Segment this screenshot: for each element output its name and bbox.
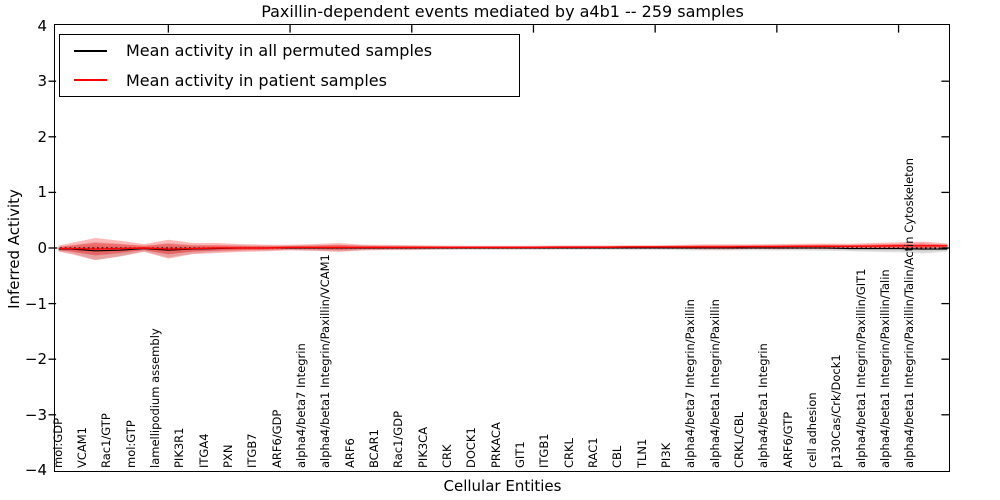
y-tick-label: −3	[24, 405, 47, 424]
x-tick-label: ARF6/GTP	[780, 411, 795, 468]
legend: Mean activity in all permuted samples Me…	[59, 34, 520, 97]
x-tick-label: mol:GTP	[123, 420, 138, 468]
x-axis-label: Cellular Entities	[443, 477, 562, 495]
x-tick-label: PRKACA	[488, 422, 503, 468]
legend-label-patient: Mean activity in patient samples	[126, 70, 387, 90]
x-tick-label: BCAR1	[366, 429, 381, 468]
x-tick-label: mol:GDP	[50, 417, 65, 468]
x-tick-label: RAC1	[585, 437, 600, 468]
x-tick-label: TLN1	[634, 438, 649, 468]
x-tick-label: ITGB7	[245, 433, 260, 468]
permuted-line-swatch	[74, 49, 107, 52]
y-tick-label: −2	[24, 350, 47, 369]
x-tick-label: CBL	[610, 445, 625, 468]
x-tick-label: ARF6	[342, 438, 357, 468]
x-tick-label: ITGB1	[537, 433, 552, 468]
x-tick-label: ARF6/GDP	[269, 409, 284, 468]
x-tick-label: CRKL/CBL	[732, 411, 747, 468]
y-tick-label: 1	[37, 183, 47, 202]
x-tick-label: CRK	[439, 444, 454, 468]
y-tick-label: 2	[37, 127, 47, 146]
chart-title: Paxillin-dependent events mediated by a4…	[261, 2, 744, 21]
x-tick-label: PXN	[220, 444, 235, 468]
x-tick-label: PIK3R1	[172, 427, 187, 469]
x-tick-label: Rac1/GDP	[391, 410, 406, 468]
y-tick-label: 4	[37, 16, 47, 35]
x-tick-label: lamellipodium assembly	[147, 328, 162, 468]
x-tick-label: PIK3CA	[415, 426, 430, 468]
x-tick-label: cell adhesion	[805, 392, 820, 468]
y-tick-label: −4	[24, 461, 47, 480]
legend-item-patient: Mean activity in patient samples	[60, 66, 519, 94]
x-tick-label: alpha4/beta7 Integrin/Paxillin	[683, 299, 698, 468]
x-tick-label: CRKL	[561, 438, 576, 468]
x-tick-label: alpha4/beta1 Integrin	[756, 343, 771, 468]
x-tick-label: alpha4/beta1 Integrin/Paxillin/VCAM1	[318, 254, 333, 468]
y-tick-label: −1	[24, 294, 47, 313]
x-tick-label: alpha4/beta1 Integrin/Paxillin	[707, 299, 722, 468]
patient-line-swatch	[74, 79, 107, 82]
x-tick-label: GIT1	[512, 441, 527, 468]
x-tick-label: DOCK1	[464, 427, 479, 468]
x-tick-label: alpha4/beta1 Integrin/Paxillin/Talin	[878, 269, 893, 468]
legend-label-permuted: Mean activity in all permuted samples	[126, 41, 433, 61]
x-tick-label: p130Cas/Crk/Dock1	[829, 354, 844, 468]
x-tick-label: PI3K	[659, 442, 673, 468]
x-tick-label: ITGA4	[196, 433, 211, 468]
legend-item-permuted: Mean activity in all permuted samples	[60, 37, 519, 65]
x-tick-label: alpha4/beta1 Integrin/Paxillin/Talin/Act…	[902, 158, 917, 468]
x-tick-label: Rac1/GTP	[99, 413, 114, 468]
x-tick-label: VCAM1	[74, 426, 89, 468]
y-tick-label: 0	[37, 239, 47, 257]
x-tick-label: alpha4/beta1 Integrin/Paxillin/GIT1	[853, 268, 868, 468]
x-tick-label: alpha4/beta7 Integrin	[293, 343, 308, 468]
y-tick-label: 3	[37, 72, 47, 91]
